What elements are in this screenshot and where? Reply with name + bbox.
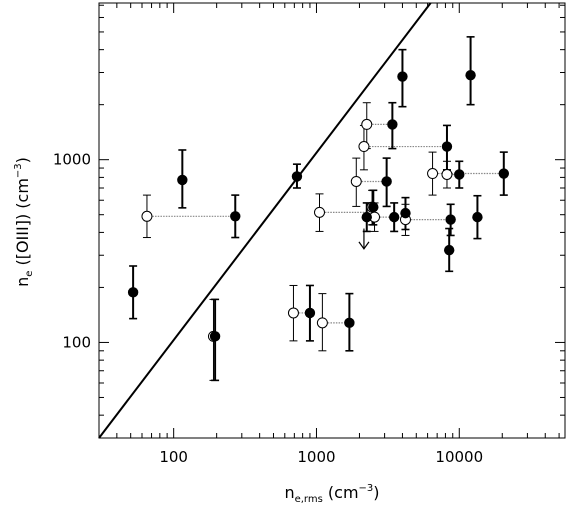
filled-point: [443, 244, 455, 256]
tick-labels: 100 1000 10000 100 1000: [53, 151, 483, 466]
filled-point: [454, 169, 465, 180]
upper-limit-arrows: [358, 228, 370, 250]
filled-point: [344, 317, 355, 329]
filled-point: [472, 211, 483, 223]
filled-point: [498, 168, 509, 179]
filled-point: [441, 141, 453, 152]
open-point: [316, 317, 328, 329]
filled-point: [177, 174, 188, 186]
filled-point: [400, 207, 411, 219]
filled-point: [388, 211, 400, 223]
x-axis-title: ne,rms (cm−3): [284, 483, 379, 505]
filled-point: [381, 176, 392, 187]
open-point: [427, 168, 439, 180]
filled-point: [368, 201, 379, 213]
filled-point: [387, 119, 398, 130]
y-tick-label: 1000: [53, 151, 91, 169]
filled-point: [304, 307, 316, 319]
y-axis-title: ne ([OIII]) (cm−3): [13, 157, 35, 287]
open-point: [358, 141, 370, 153]
open-point: [350, 175, 362, 187]
filled-point: [209, 331, 221, 342]
filled-point: [127, 287, 139, 298]
filled-point: [361, 211, 372, 223]
open-point: [313, 206, 325, 218]
x-tick-label: 10000: [435, 448, 483, 466]
axis-ticks: [98, 3, 565, 439]
reference-line-group: [98, 2, 432, 439]
filled-points: [127, 69, 509, 342]
x-tick-label: 1000: [297, 448, 335, 466]
filled-point: [445, 214, 456, 225]
y-tick-label: 100: [62, 333, 91, 351]
open-point: [287, 307, 299, 319]
upper-limit-arrowhead: [358, 241, 370, 250]
open-point: [361, 118, 373, 130]
plot-frame: [98, 2, 566, 439]
filled-point: [397, 71, 408, 82]
open-point: [441, 168, 453, 180]
filled-point: [291, 171, 303, 182]
open-point: [141, 210, 153, 222]
reference-line: [98, 2, 432, 439]
filled-point: [465, 69, 476, 81]
filled-point: [230, 211, 241, 222]
x-tick-label: 100: [159, 448, 188, 466]
